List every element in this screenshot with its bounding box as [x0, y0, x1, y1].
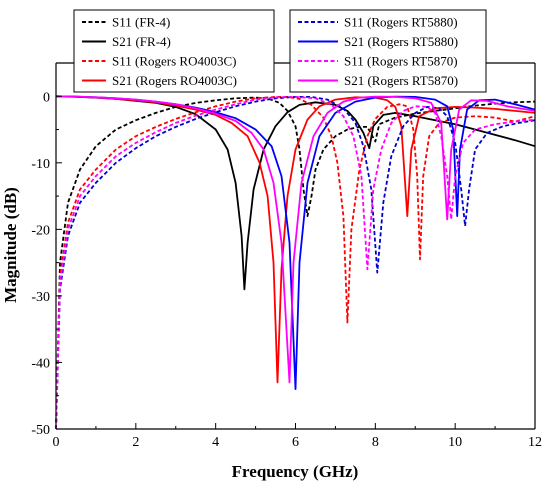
legend-label: S11 (Rogers RO4003C)	[112, 54, 236, 69]
legend-label: S11 (Rogers RT5880)	[344, 15, 458, 30]
legend-layer: S11 (FR-4) S21 (FR-4) S11 (Rogers RO4003C)…	[73, 9, 487, 93]
series-line-3	[55, 95, 536, 384]
series-line-2	[55, 96, 536, 430]
y-tick-label: -40	[31, 356, 50, 371]
legend-label: S21 (FR-4)	[112, 34, 171, 49]
legend-box-1	[289, 9, 487, 93]
y-tick-label: 0	[43, 90, 50, 105]
legend-label: S21 (Rogers RO4003C)	[112, 73, 237, 88]
legend-label: S11 (Rogers RT5870)	[344, 54, 458, 69]
legend-label: S21 (Rogers RT5880)	[344, 34, 458, 49]
x-tick-label: 10	[448, 435, 462, 450]
x-tick-label: 8	[372, 435, 379, 450]
x-axis-title: Frequency (GHz)	[232, 462, 359, 481]
x-tick-label: 0	[53, 435, 60, 450]
series-line-6	[55, 96, 536, 430]
x-tick-label: 4	[212, 435, 219, 450]
legend-label: S21 (Rogers RT5870)	[344, 73, 458, 88]
series-line-0	[55, 96, 536, 430]
legend-label: S11 (FR-4)	[112, 15, 170, 30]
series-layer	[55, 95, 536, 430]
series-line-7	[55, 95, 536, 384]
x-tick-label: 12	[528, 435, 542, 450]
x-tick-label: 6	[292, 435, 299, 450]
series-line-4	[55, 96, 536, 430]
y-tick-label: -20	[31, 223, 50, 238]
legend-box-0	[73, 9, 275, 93]
series-line-1	[55, 95, 536, 291]
y-axis-title: Magnitude (dB)	[1, 187, 20, 303]
x-tick-label: 2	[132, 435, 139, 450]
y-tick-label: -30	[31, 290, 50, 305]
y-tick-label: -50	[31, 423, 50, 438]
y-tick-label: -10	[31, 157, 50, 172]
